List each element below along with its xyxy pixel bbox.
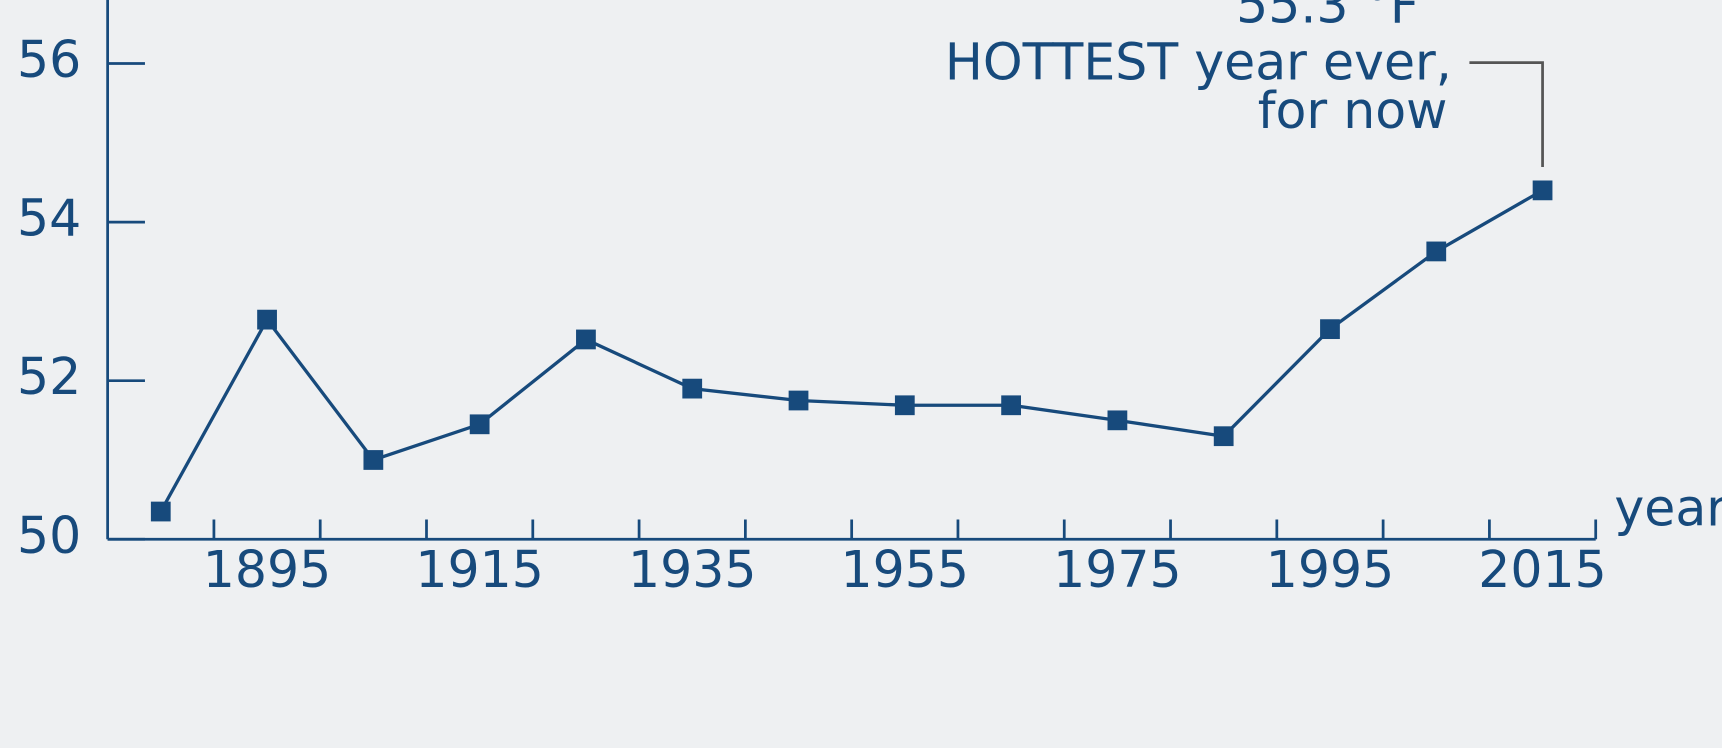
x-tick-label: 1915 — [415, 540, 544, 599]
series-line — [159, 188, 1544, 513]
data-point — [894, 395, 915, 416]
data-point — [1107, 410, 1128, 431]
y-tick-label: 56 — [17, 30, 81, 89]
y-tick-label: 52 — [17, 347, 81, 406]
x-tick-label: 2015 — [1478, 540, 1607, 599]
annotation-line: for now — [1258, 81, 1448, 140]
y-tick-label: 50 — [17, 506, 81, 565]
data-point — [682, 378, 703, 399]
data-point — [788, 390, 809, 411]
x-axis-label: year — [1614, 478, 1722, 537]
data-point — [1213, 426, 1234, 447]
x-tick-label: 1975 — [1053, 540, 1182, 599]
annotation-line: HOTTEST year ever, — [945, 32, 1452, 91]
data-point — [150, 501, 171, 522]
x-tick-label: 1935 — [628, 540, 757, 599]
data-point — [257, 309, 277, 330]
y-tick-label: 54 — [17, 189, 81, 248]
x-tick-label: 1955 — [841, 540, 970, 599]
x-tick-label: 1895 — [203, 540, 332, 599]
data-point — [1532, 180, 1553, 201]
annotation-line: 55.3 °F — [1236, 0, 1419, 34]
data-point — [1426, 241, 1447, 262]
data-point — [363, 450, 384, 470]
data-point — [576, 329, 596, 350]
annotation-leader — [1469, 61, 1544, 167]
data-point — [469, 414, 490, 435]
data-point — [1320, 319, 1340, 340]
data-point — [1001, 395, 1021, 416]
x-tick-label: 1995 — [1266, 540, 1395, 599]
